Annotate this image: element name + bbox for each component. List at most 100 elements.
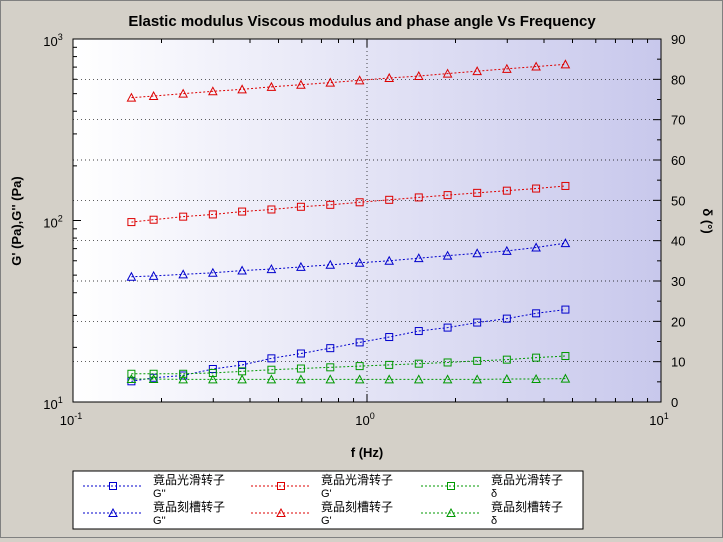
data-point — [178, 269, 189, 279]
legend-marker — [277, 482, 285, 490]
data-point — [296, 261, 306, 271]
y2-tick-label: 80 — [671, 72, 685, 87]
data-point — [208, 267, 218, 277]
data-point — [531, 61, 541, 71]
data-point — [385, 333, 394, 342]
data-point — [472, 66, 483, 76]
data-point — [178, 88, 189, 98]
series-line — [131, 378, 566, 380]
legend-marker — [447, 482, 455, 490]
data-point — [148, 373, 159, 384]
data-point — [532, 353, 541, 362]
chart-title: Elastic modulus Viscous modulus and phas… — [128, 13, 596, 30]
data-point — [237, 265, 247, 275]
data-point — [208, 374, 218, 384]
data-point — [561, 352, 570, 361]
data-point — [126, 373, 137, 384]
y-tick-label: 103 — [43, 32, 62, 49]
y2-tick-label: 0 — [671, 395, 678, 410]
data-point — [296, 79, 306, 89]
series-5 — [126, 373, 571, 384]
data-point — [178, 374, 189, 384]
data-point — [443, 191, 452, 200]
series-line — [131, 309, 566, 382]
series-1 — [127, 181, 570, 227]
data-point — [326, 363, 335, 372]
data-point — [384, 72, 395, 82]
data-point — [414, 193, 423, 202]
legend-label: 竟品光滑转子 — [491, 472, 563, 487]
data-point — [502, 63, 512, 73]
data-point — [561, 181, 570, 190]
data-point — [414, 327, 423, 336]
data-point — [502, 314, 511, 323]
data-point — [413, 374, 424, 384]
y2-tick-label: 50 — [671, 193, 685, 208]
data-point — [531, 242, 541, 252]
data-point — [179, 212, 188, 221]
data-point — [560, 373, 571, 383]
data-point — [238, 207, 247, 216]
legend-sublabel: δ — [491, 488, 497, 500]
data-point — [149, 369, 158, 378]
series-3 — [126, 238, 571, 281]
series-layer — [126, 59, 571, 386]
data-point — [472, 248, 483, 258]
data-point — [502, 355, 511, 364]
data-point — [355, 198, 364, 207]
data-point — [127, 369, 136, 378]
data-point — [560, 238, 571, 248]
legend-marker — [109, 482, 117, 490]
data-point — [267, 205, 276, 214]
data-point — [473, 318, 482, 327]
data-point — [442, 250, 453, 260]
data-point — [414, 359, 423, 368]
data-point — [148, 270, 159, 280]
data-point — [532, 184, 541, 193]
legend-sublabel: δ — [491, 515, 497, 527]
y2-tick-label: 30 — [671, 274, 685, 289]
series-2 — [127, 352, 570, 378]
legend-box — [72, 470, 584, 530]
legend-sublabel: G' — [321, 488, 332, 500]
data-point — [442, 374, 453, 384]
data-point — [267, 365, 276, 374]
legend-sublabel: G'' — [153, 515, 166, 527]
data-point — [385, 360, 394, 369]
legend-label: 竟品光滑转子 — [321, 472, 393, 487]
data-point — [384, 374, 395, 384]
data-point — [237, 374, 247, 384]
y-tick-label: 101 — [43, 395, 62, 412]
data-point — [354, 374, 365, 384]
data-point — [413, 70, 424, 81]
legend-sublabel: G' — [321, 515, 332, 527]
legend: 竟品光滑转子G''竟品光滑转子G'竟品光滑转子δ竟品刻槽转子G''竟品刻槽转子G… — [83, 472, 563, 527]
legend-marker — [276, 507, 286, 517]
x-tick-label: 10-1 — [60, 411, 82, 428]
y2-tick-label: 20 — [671, 314, 685, 329]
data-point — [296, 374, 306, 384]
data-point — [355, 338, 364, 347]
data-point — [531, 373, 541, 384]
data-point — [473, 188, 482, 197]
data-point — [354, 75, 365, 85]
data-point — [326, 344, 335, 353]
y2-tick-label: 40 — [671, 234, 685, 249]
series-line — [131, 242, 566, 278]
legend-label: 竟品光滑转子 — [153, 472, 225, 487]
data-point — [267, 354, 276, 363]
data-point — [442, 68, 453, 78]
data-point — [385, 195, 394, 204]
y2-tick-label: 70 — [671, 113, 685, 128]
data-point — [502, 373, 512, 384]
data-point — [127, 218, 136, 227]
data-point — [266, 264, 277, 274]
data-point — [561, 305, 570, 314]
series-4 — [126, 59, 571, 102]
legend-label: 竟品刻槽转子 — [491, 499, 563, 514]
